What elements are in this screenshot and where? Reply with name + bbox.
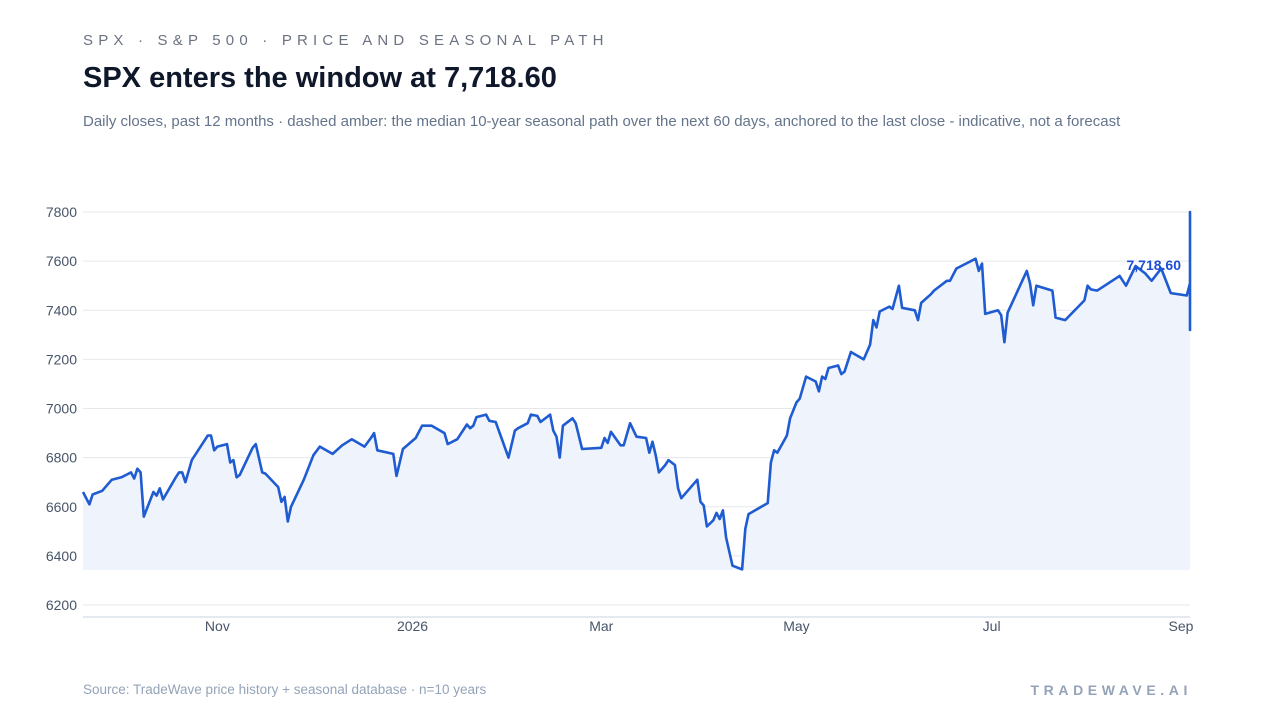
- y-tick-label: 6200: [46, 597, 77, 613]
- y-tick-label: 7400: [46, 302, 77, 318]
- chart-subtitle: Daily closes, past 12 months · dashed am…: [83, 113, 1121, 130]
- price-chart: 6200 6400 6600 6800 7000 7200 7400 7600 7800 Nov…: [46, 204, 1194, 634]
- chart-kicker: SPX · S&P 500 · PRICE AND SEASONAL PATH: [83, 32, 609, 49]
- price-area-fill: [83, 212, 1190, 570]
- x-tick-label: 2026: [397, 618, 428, 634]
- y-axis: 6200 6400 6600 6800 7000 7200 7400 7600 7800: [46, 204, 77, 613]
- price-line: [81, 210, 1192, 571]
- y-tick-label: 7200: [46, 351, 77, 367]
- y-tick-label: 6800: [46, 450, 77, 466]
- y-tick-label: 6400: [46, 548, 77, 564]
- x-tick-label: Nov: [205, 618, 230, 634]
- x-tick-label: Jul: [983, 618, 1001, 634]
- source-note: Source: TradeWave price history + season…: [83, 682, 487, 697]
- x-tick-label: Mar: [589, 618, 613, 634]
- x-axis: Nov 2026 Mar May Jul Sep: [205, 618, 1194, 634]
- brand-logo-text[interactable]: TRADEWAVE.AI: [1030, 682, 1192, 698]
- y-tick-label: 7000: [46, 401, 77, 417]
- x-tick-label: Sep: [1169, 618, 1194, 634]
- x-tick-label: May: [783, 618, 809, 634]
- y-tick-label: 7800: [46, 204, 77, 220]
- chart-title: SPX enters the window at 7,718.60: [83, 62, 557, 94]
- last-close-label: 7,718.60: [1127, 257, 1182, 273]
- y-tick-label: 7600: [46, 253, 77, 269]
- y-tick-label: 6600: [46, 499, 77, 515]
